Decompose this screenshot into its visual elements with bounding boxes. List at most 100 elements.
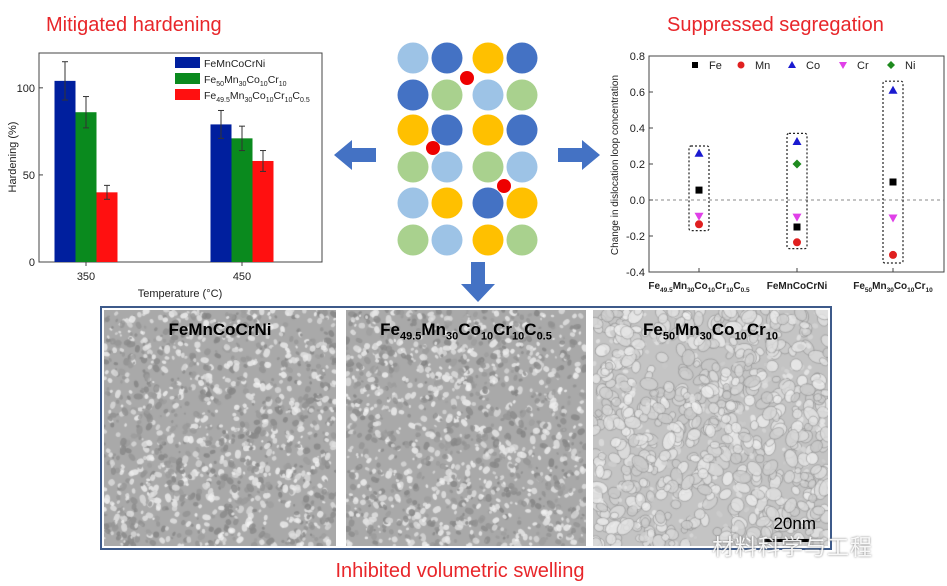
y-axis-label: Hardening (%): [7, 122, 19, 193]
x-tick-label: Fe50Mn30Co10Cr10: [853, 281, 933, 294]
marker-circle: [793, 238, 801, 247]
y-axis-label: Change in dislocation loop concentration: [610, 75, 621, 255]
legend-label: Fe49.5Mn30Co10Cr10C0.5: [204, 90, 310, 104]
scale-bar-label: 20nm: [773, 514, 816, 533]
marker-square: [793, 223, 801, 231]
marker-triangle-up: [792, 137, 802, 145]
legend-label: FeMnCoCrNi: [204, 58, 265, 70]
legend-label: Co: [806, 60, 820, 72]
group-box: [882, 80, 904, 264]
lattice-diagram: [397, 42, 538, 256]
marker-triangle-down: [694, 212, 704, 221]
legend-label: Ni: [905, 60, 915, 72]
arrow-left-icon: [334, 140, 376, 170]
marker-triangle-up: [694, 148, 704, 157]
atom-yellow: [397, 114, 429, 146]
atom-light-blue: [397, 187, 429, 219]
plot-frame: [38, 52, 323, 263]
atom-green: [472, 151, 504, 183]
y-tick-label: 0.6: [630, 87, 645, 99]
scale-bar: [764, 539, 810, 542]
carbon-interstitial: [497, 179, 511, 193]
atom-light-blue: [472, 79, 504, 111]
legend-label: Cr: [857, 60, 869, 72]
tem-micrograph: [104, 310, 336, 546]
y-tick-label: 100: [17, 83, 35, 95]
legend-label: Fe: [709, 60, 722, 72]
legend-swatch: [175, 57, 200, 68]
marker-triangle-up: [888, 85, 898, 94]
marker-triangle-down: [839, 62, 847, 69]
marker-triangle-up: [788, 61, 796, 68]
bar: [252, 160, 274, 262]
group-box: [786, 132, 808, 250]
marker-circle: [737, 61, 745, 69]
tem-image-3: Fe50Mn30Co10Cr10 20nm: [593, 310, 828, 546]
legend-label: Mn: [755, 60, 770, 72]
marker-square: [889, 178, 897, 186]
legend-swatch: [175, 89, 200, 100]
y-tick-label: -0.4: [626, 267, 645, 279]
y-tick-label: -0.2: [626, 231, 645, 243]
tem-label: FeMnCoCrNi: [168, 320, 272, 339]
swelling-caption: Inhibited volumetric swelling: [335, 560, 585, 582]
marker-circle: [695, 220, 703, 229]
marker-diamond: [792, 159, 802, 169]
atom-yellow: [472, 42, 504, 74]
tem-micrograph: [593, 310, 828, 546]
atom-light-blue: [506, 151, 538, 183]
legend-swatch: [175, 73, 200, 84]
bar: [75, 112, 97, 262]
watermark: 材料科学与工程: [712, 535, 874, 560]
bar: [96, 192, 118, 262]
marker-square: [695, 186, 703, 194]
atom-dark-blue: [472, 187, 504, 219]
atom-dark-blue: [397, 79, 429, 111]
hardening-bar-chart: 0 50 100 350 450 Temperature (°C) Hardening (%…: [7, 52, 323, 300]
atom-green: [431, 79, 463, 111]
y-tick-label: 50: [23, 170, 35, 182]
arrows: [334, 140, 600, 302]
segregation-title: Suppressed segregation: [667, 14, 884, 36]
marker-circle: [889, 250, 897, 259]
carbon-interstitial: [460, 71, 474, 85]
y-tick-label: 0.2: [630, 159, 645, 171]
legend-label: Fe50Mn30Co10Cr10: [204, 74, 287, 88]
atom-green: [506, 224, 538, 256]
tem-image-2: Fe49.5Mn30Co10Cr10C0.5: [346, 310, 586, 546]
tem-micrograph: [346, 310, 586, 546]
marker-square: [692, 62, 698, 68]
atom-light-blue: [431, 224, 463, 256]
x-tick-label: Fe49.5Mn30Co10Cr10C0.5: [648, 281, 750, 294]
atom-light-blue: [431, 151, 463, 183]
marker-diamond: [887, 61, 895, 69]
x-tick-label: FeMnCoCrNi: [767, 281, 828, 292]
bar: [231, 138, 253, 262]
atom-yellow: [506, 187, 538, 219]
atom-yellow: [472, 114, 504, 146]
bar: [54, 80, 76, 262]
bar: [210, 124, 232, 263]
atom-light-blue: [397, 42, 429, 74]
hardening-title: Mitigated hardening: [46, 14, 222, 36]
atom-green: [397, 224, 429, 256]
segregation-scatter-chart: 0.8 0.6 0.4 0.2 0.0 -0.2 -0.4 Change in disloca…: [610, 51, 945, 294]
tem-label: Fe49.5Mn30Co10Cr10C0.5: [380, 320, 552, 343]
x-axis-label: Temperature (°C): [138, 288, 222, 300]
y-tick-label: 0: [29, 257, 35, 269]
tem-label: Fe50Mn30Co10Cr10: [643, 320, 778, 343]
y-tick-label: 0.8: [630, 51, 645, 63]
x-tick-label: 350: [77, 271, 95, 283]
atom-yellow: [431, 187, 463, 219]
atom-yellow: [472, 224, 504, 256]
atom-green: [397, 151, 429, 183]
x-tick-label: 450: [233, 271, 251, 283]
tem-image-1: FeMnCoCrNi: [104, 310, 336, 546]
arrow-right-icon: [558, 140, 600, 170]
y-tick-label: 0.0: [630, 195, 645, 207]
marker-triangle-down: [888, 214, 898, 223]
atom-dark-blue: [506, 42, 538, 74]
arrow-down-icon: [461, 262, 495, 302]
carbon-interstitial: [426, 141, 440, 155]
